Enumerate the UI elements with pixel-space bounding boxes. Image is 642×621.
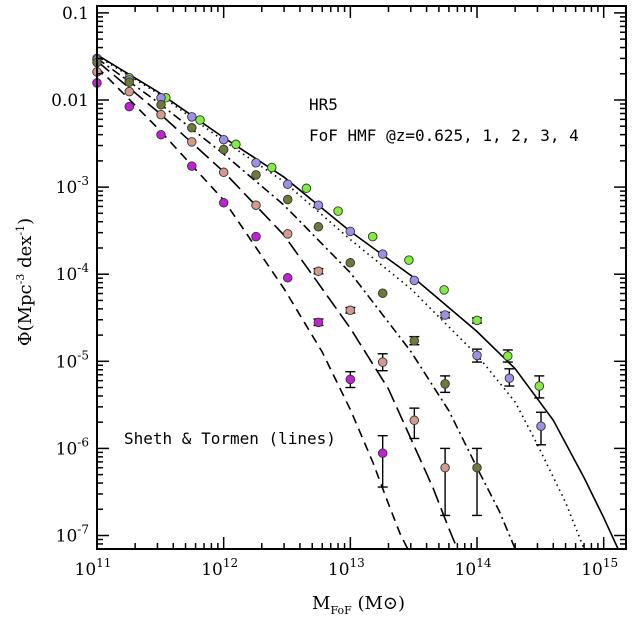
data-point-z1 <box>377 249 388 259</box>
x-axis-title-close: ) <box>398 593 405 614</box>
y-axis-title: Φ(Mpc-3 dex-1) <box>14 218 36 346</box>
x-axis-title-main: M <box>312 593 330 614</box>
error-bars <box>313 267 547 517</box>
y-axis-title-main: Φ(Mpc <box>15 284 36 346</box>
data-point-z2 <box>124 77 135 87</box>
data-point-z4 <box>124 101 135 112</box>
data-point-z3 <box>218 167 229 178</box>
x-axis-title: MFoF (M⊙) <box>312 593 405 617</box>
data-point-z2 <box>156 100 166 110</box>
model-line-z1 <box>97 55 585 549</box>
x-axis-title-sub: FoF <box>330 604 352 617</box>
y-tick-label: 0.01 <box>51 91 89 111</box>
data-point-z0.625 <box>503 351 513 361</box>
data-point-z3 <box>251 200 261 210</box>
data-point-z1 <box>282 179 293 189</box>
data-point-z1 <box>409 275 420 286</box>
x-tick-label: 1014 <box>455 556 492 580</box>
data-point-z4 <box>251 231 261 242</box>
data-point-z0.625 <box>301 183 312 194</box>
data-markers <box>92 53 546 473</box>
data-point-z0.625 <box>534 381 545 391</box>
data-point-z2 <box>282 194 293 205</box>
data-point-z2 <box>313 222 324 232</box>
model-line-z0.625 <box>97 54 619 549</box>
annotation-sheth-tormen: Sheth & Tormen (lines) <box>124 429 336 448</box>
data-point-z0.625 <box>267 162 277 173</box>
data-point-z3 <box>409 415 420 426</box>
data-point-z3 <box>187 137 197 147</box>
data-point-z3 <box>156 109 166 120</box>
data-point-z2 <box>440 379 450 389</box>
data-point-z4 <box>156 129 166 140</box>
y-axis-title-sup: -3 <box>14 274 27 285</box>
y-tick-label: 0.1 <box>62 4 89 24</box>
data-point-z4 <box>345 374 356 385</box>
data-point-z1 <box>187 112 197 122</box>
data-point-z1 <box>345 226 356 237</box>
data-point-z3 <box>124 86 135 97</box>
data-point-z0.625 <box>404 255 414 265</box>
x-tick-label: 1015 <box>581 556 618 580</box>
data-point-z4 <box>377 448 388 458</box>
x-axis-title-unit: (M <box>352 593 383 614</box>
data-point-z0.625 <box>439 285 449 295</box>
data-point-z4 <box>218 198 229 208</box>
x-tick-label: 1013 <box>328 556 365 580</box>
data-point-z1 <box>251 158 261 168</box>
axis-ticks: 1011 1012 1013 1014 1015 0.1 0.01 10-3 10-4 10-5 1… <box>51 4 626 580</box>
data-point-z1 <box>536 421 546 431</box>
data-point-z1 <box>504 373 515 383</box>
data-point-z0.625 <box>333 206 343 216</box>
data-point-z1 <box>472 350 482 361</box>
data-point-z2 <box>251 170 261 180</box>
y-axis-title-sup2: -1 <box>14 225 27 236</box>
data-point-z1 <box>440 310 450 320</box>
data-point-z2 <box>218 144 229 155</box>
data-point-z0.625 <box>472 315 482 326</box>
data-point-z3 <box>440 462 450 473</box>
data-point-z4 <box>187 161 197 171</box>
annotation-fof-hmf: FoF HMF @z=0.625, 1, 2, 3, 4 <box>309 126 579 145</box>
y-tick-label: 10-4 <box>56 261 90 285</box>
data-point-z2 <box>377 288 388 298</box>
solar-mass-symbol: ⊙ <box>383 593 398 614</box>
y-tick-label: 10-3 <box>56 174 89 198</box>
data-point-z2 <box>345 258 356 268</box>
plot-frame <box>96 5 627 550</box>
data-point-z3 <box>345 305 356 316</box>
y-axis-title-close: ) <box>15 218 36 225</box>
data-point-z3 <box>377 357 388 367</box>
data-point-z1 <box>313 200 324 210</box>
y-tick-label: 10-5 <box>56 348 89 372</box>
data-point-z0.625 <box>195 115 205 125</box>
y-axis-title-rest: dex <box>15 236 36 274</box>
annotation-hr5: HR5 <box>309 95 338 114</box>
data-point-z2 <box>409 336 420 346</box>
y-tick-label: 10-6 <box>56 435 89 459</box>
y-tick-label: 10-7 <box>56 523 89 547</box>
data-point-z3 <box>282 229 293 239</box>
data-point-z4 <box>313 317 324 328</box>
data-point-z2 <box>472 462 482 473</box>
data-point-z0.625 <box>231 139 241 150</box>
data-point-z2 <box>187 123 197 133</box>
data-point-z4 <box>282 273 293 283</box>
x-tick-label: 1011 <box>75 556 112 580</box>
data-point-z1 <box>218 134 229 145</box>
x-tick-label: 1012 <box>201 556 238 580</box>
data-point-z0.625 <box>367 231 378 242</box>
model-line-z4 <box>97 66 409 549</box>
data-point-z3 <box>313 266 324 277</box>
